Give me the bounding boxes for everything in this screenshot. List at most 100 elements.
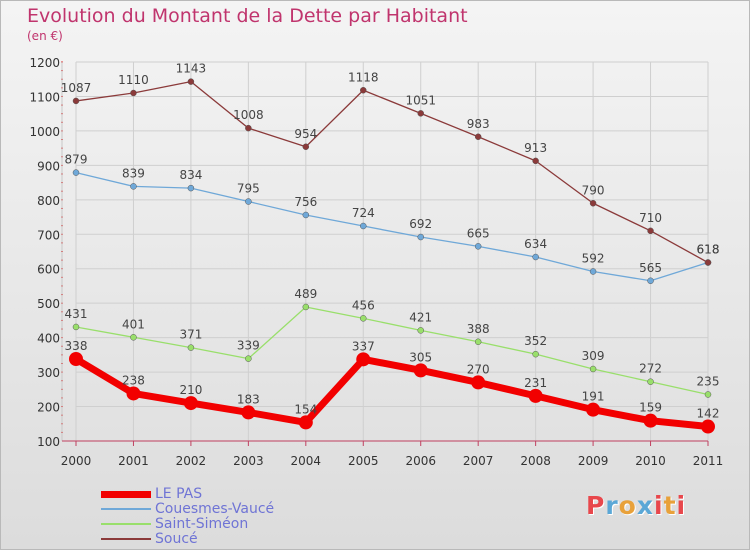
data-label: 191: [582, 390, 605, 404]
data-label: 235: [697, 374, 720, 388]
logo-letter: o: [618, 491, 637, 520]
x-tick-labels: 2000 2001 2002 2003 2004 2005 2006 2007 2008 2009…: [61, 454, 724, 468]
data-label: 159: [639, 401, 662, 415]
data-point: [532, 350, 539, 358]
data-point: [130, 334, 137, 341]
y-tick-label: 400: [37, 332, 60, 346]
legend-swatch-le-pas: [101, 490, 151, 498]
data-label: 834: [179, 168, 202, 182]
data-label: 692: [409, 217, 432, 231]
data-labels: 879 839 834 795 756 724 692 665 634 592 565 618 431 4…: [61, 62, 720, 421]
data-label: 388: [467, 322, 490, 336]
data-label: 1087: [61, 81, 92, 95]
x-tick-label: 2004: [291, 454, 322, 468]
data-label: 756: [294, 195, 317, 209]
data-point: [532, 253, 539, 261]
data-label: 142: [697, 407, 720, 421]
data-point: [187, 184, 195, 192]
data-point: [532, 157, 539, 165]
data-point: [417, 233, 424, 241]
y-tick-label: 800: [37, 194, 60, 208]
data-point: [647, 227, 654, 235]
logo-letter: i: [676, 491, 687, 520]
data-label: 272: [639, 362, 662, 376]
data-point: [69, 351, 83, 366]
legend-label: Soucé: [155, 531, 198, 547]
data-label: 565: [639, 261, 662, 275]
y-tick-label: 900: [37, 159, 60, 173]
data-point: [126, 386, 141, 401]
data-point: [360, 222, 367, 230]
logo-letter: t: [663, 491, 677, 520]
legend-swatch-couesmes-vauce: [101, 508, 151, 510]
proxiti-logo: Proxiti: [586, 491, 686, 520]
series-line-1: [75, 171, 709, 282]
y-tick-label: 1200: [29, 56, 60, 70]
logo-letter: i: [654, 491, 664, 520]
legend-label: LE PAS: [155, 486, 203, 502]
data-point: [417, 327, 424, 334]
logo-letter: P: [586, 491, 606, 520]
data-label: 431: [65, 307, 88, 321]
data-label: 839: [122, 166, 145, 180]
data-point: [701, 419, 715, 434]
data-label: 954: [294, 127, 317, 141]
data-label: 913: [524, 141, 547, 155]
x-tick-label: 2008: [520, 454, 551, 468]
x-tick-label: 2007: [463, 454, 494, 468]
data-point: [72, 323, 80, 331]
series-line-2: [75, 306, 709, 396]
legend-label: Couesmes-Vaucé: [155, 501, 275, 517]
y-tick-label: 700: [37, 228, 60, 242]
data-point: [589, 365, 597, 373]
data-point: [704, 259, 712, 266]
data-label: 238: [122, 373, 145, 387]
data-point: [187, 78, 195, 85]
data-point: [245, 124, 252, 132]
data-point: [130, 89, 137, 97]
data-point: [474, 338, 482, 346]
data-point: [474, 133, 482, 141]
data-label: 1110: [118, 73, 149, 87]
legend-label: Saint-Siméon: [155, 516, 249, 532]
grid: [75, 61, 709, 441]
y-tick-label: 600: [37, 263, 60, 277]
legend-item-saint-simeon: Saint-Siméon: [101, 516, 249, 532]
data-point: [241, 405, 256, 420]
data-label: 183: [237, 392, 260, 406]
data-point: [72, 97, 80, 105]
series-line-0: [74, 355, 709, 431]
data-label: 489: [294, 287, 317, 301]
data-label: 1143: [176, 62, 207, 76]
data-label: 337: [352, 339, 375, 353]
data-point: [302, 143, 310, 151]
data-label: 154: [294, 402, 317, 416]
chart-title: Evolution du Montant de la Dette par Hab…: [27, 5, 468, 27]
data-point: [647, 277, 654, 285]
data-point: [586, 402, 601, 417]
y-tick-label: 200: [37, 401, 60, 415]
legend-item-souce: Soucé: [101, 531, 198, 547]
data-point: [360, 87, 367, 94]
logo-letter: x: [636, 491, 654, 520]
data-label: 724: [352, 206, 375, 220]
legend-item-le-pas: LE PAS: [101, 486, 203, 502]
data-label: 352: [524, 334, 547, 348]
data-label: 210: [179, 383, 202, 397]
x-tick-label: 2003: [233, 454, 264, 468]
data-point: [245, 355, 252, 362]
data-point: [302, 303, 310, 311]
y-tick-label: 1100: [29, 90, 60, 104]
chart-subtitle: (en €): [27, 29, 63, 43]
data-label: 371: [179, 328, 202, 342]
axes: [61, 61, 709, 446]
data-label: 270: [467, 362, 490, 376]
data-label: 421: [409, 310, 432, 324]
legend-swatch-souce: [101, 538, 151, 540]
data-label: 983: [467, 117, 490, 131]
y-tick-label: 100: [37, 435, 60, 449]
y-tick-label: 1000: [29, 125, 60, 139]
data-label: 309: [582, 349, 605, 363]
